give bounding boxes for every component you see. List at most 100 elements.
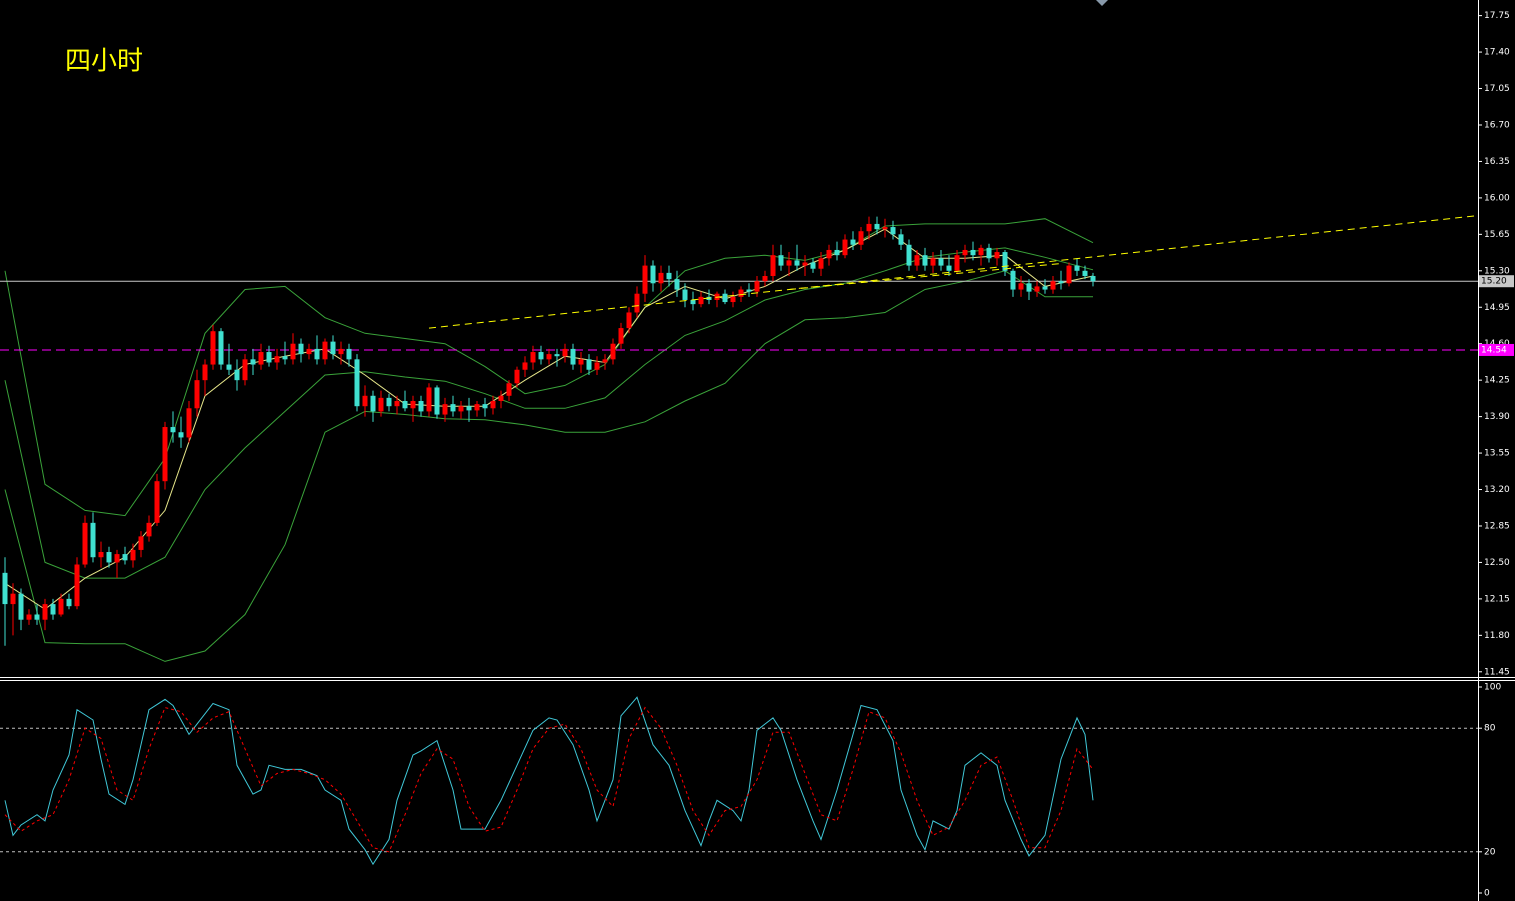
oscillator-line (4, 696, 1094, 866)
candle-body (962, 249, 968, 256)
candle-body (858, 231, 864, 245)
candle-body (954, 255, 960, 271)
candle-body (90, 522, 96, 558)
candle-body (18, 593, 24, 620)
indicator-line (4, 228, 1094, 610)
candle-body (546, 354, 552, 360)
indicator-line (4, 270, 1093, 662)
candle-body (746, 289, 752, 292)
candle-body (770, 255, 776, 277)
candle-body (234, 369, 240, 381)
candle-body (186, 408, 192, 438)
candle-body (610, 343, 616, 360)
candle-body (290, 343, 296, 360)
y-tick-label: 13.90 (1484, 412, 1510, 422)
candle-body (442, 404, 448, 415)
candle-body (434, 387, 440, 415)
candle-body (98, 552, 104, 558)
candle-body (882, 227, 888, 230)
indicator-line (4, 218, 1094, 517)
candle-body (346, 348, 352, 360)
oscillator-line (4, 706, 1094, 853)
y-tick-label: 12.15 (1484, 594, 1510, 604)
candle-body (122, 554, 128, 561)
candle-body (266, 352, 272, 363)
candle-body (634, 293, 640, 313)
candle-body (866, 223, 872, 232)
candle-body (762, 276, 768, 282)
y-tick-label: 14.25 (1484, 376, 1510, 386)
y-tick-label: 13.20 (1484, 485, 1510, 495)
candle-body (34, 614, 40, 620)
y-tick-label: 16.00 (1484, 193, 1510, 203)
y-tick-label: 15.65 (1484, 230, 1510, 240)
candle-body (450, 404, 456, 412)
candle-body (738, 289, 744, 297)
candle-body (930, 258, 936, 266)
candle-body (1010, 270, 1016, 290)
candle-body (42, 604, 48, 620)
candle-body (378, 397, 384, 412)
candle-body (10, 593, 16, 605)
candle-body (674, 279, 680, 290)
candle-body (514, 369, 520, 384)
candle-body (130, 549, 136, 561)
candle-body (650, 265, 656, 284)
candle-body (1002, 252, 1008, 271)
candle-body (1066, 265, 1072, 284)
candle-body (106, 552, 112, 563)
candle-body (698, 296, 704, 305)
candle-body (258, 352, 264, 365)
candle-body (778, 255, 784, 266)
candle-body (874, 223, 880, 230)
candle-body (850, 239, 856, 245)
candle-body (906, 244, 912, 266)
y-tick-label: 0 (1484, 888, 1490, 898)
candle-body (242, 359, 248, 381)
candle-body (1034, 286, 1040, 292)
candle-body (826, 249, 832, 259)
y-tick-label: 17.75 (1484, 11, 1510, 21)
y-tick-label: 16.70 (1484, 120, 1510, 130)
candle-body (1050, 281, 1056, 290)
candle-body (218, 331, 224, 365)
candle-body (466, 406, 472, 411)
price-level-label: 15.20 (1481, 277, 1507, 287)
candle-body (26, 614, 32, 620)
candle-body (818, 258, 824, 269)
candle-body (170, 427, 176, 433)
candle-body (842, 239, 848, 256)
candle-body (138, 536, 144, 550)
scroll-marker (1096, 0, 1108, 6)
candle-body (58, 598, 64, 615)
candle-body (530, 352, 536, 363)
candle-body (810, 262, 816, 269)
candle-body (306, 348, 312, 355)
candle-body (194, 380, 200, 409)
candle-body (354, 359, 360, 407)
candle-body (114, 554, 120, 563)
candle-body (154, 481, 160, 523)
chart-title: 四小时 (65, 47, 143, 77)
candle-body (1026, 283, 1032, 292)
candle-body (490, 400, 496, 409)
price-level-box (1479, 343, 1514, 356)
candle-body (210, 331, 216, 365)
candle-body (602, 359, 608, 363)
candle-body (786, 260, 792, 266)
candle-body (50, 604, 56, 615)
y-tick-label: 11.80 (1484, 631, 1510, 641)
y-tick-label: 80 (1484, 724, 1496, 734)
candle-body (82, 522, 88, 565)
candle-body (994, 252, 1000, 259)
candle-body (202, 364, 208, 381)
candle-body (986, 247, 992, 259)
candle-body (594, 362, 600, 370)
candle-body (970, 249, 976, 256)
candle-body (658, 272, 664, 284)
y-tick-label: 13.55 (1484, 449, 1510, 459)
candle-body (946, 265, 952, 271)
candle-body (322, 341, 328, 360)
candle-body (1082, 270, 1088, 277)
